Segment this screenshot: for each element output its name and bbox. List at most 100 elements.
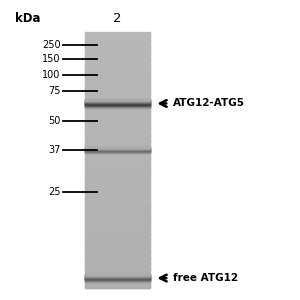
Bar — [85, 99, 150, 100]
Text: 2: 2 — [113, 13, 122, 26]
Bar — [85, 97, 150, 98]
Bar — [85, 215, 150, 217]
Bar — [85, 82, 150, 83]
Bar — [85, 87, 150, 88]
Bar — [85, 134, 150, 136]
Bar — [85, 203, 150, 204]
Bar — [85, 263, 150, 265]
Bar — [85, 257, 150, 259]
Text: 100: 100 — [42, 70, 61, 80]
Bar — [85, 67, 150, 68]
Bar — [85, 36, 150, 37]
Bar — [85, 174, 150, 175]
Bar — [85, 142, 150, 143]
Bar — [85, 80, 150, 81]
Bar — [85, 172, 150, 173]
Bar — [85, 84, 150, 85]
Text: 37: 37 — [48, 145, 61, 155]
Bar — [85, 213, 150, 214]
Bar — [85, 55, 150, 56]
Bar — [85, 272, 150, 273]
Bar — [85, 90, 150, 91]
Bar — [85, 162, 150, 163]
Bar — [85, 186, 150, 187]
Bar — [85, 150, 150, 151]
Bar — [85, 155, 150, 156]
Bar — [85, 87, 150, 88]
Bar — [85, 271, 150, 272]
Bar — [85, 101, 150, 102]
Bar — [85, 124, 150, 125]
Bar — [85, 277, 150, 278]
Bar — [85, 104, 150, 105]
Bar — [85, 136, 150, 137]
Bar — [85, 280, 150, 281]
Bar — [85, 177, 150, 178]
Bar — [85, 40, 150, 41]
Bar — [85, 220, 150, 221]
Bar — [85, 199, 150, 200]
Bar — [85, 260, 150, 261]
Bar — [85, 182, 150, 183]
Bar — [85, 149, 150, 150]
Bar — [85, 148, 150, 149]
Bar — [85, 41, 150, 43]
Bar — [85, 104, 150, 105]
Bar — [85, 50, 150, 51]
Bar — [85, 164, 150, 165]
Bar — [85, 166, 150, 167]
Bar — [85, 83, 150, 84]
Bar — [85, 96, 150, 97]
Bar — [85, 221, 150, 223]
Bar — [85, 40, 150, 42]
Bar — [85, 160, 150, 161]
Bar — [85, 147, 150, 148]
Bar — [85, 150, 150, 151]
Bar — [85, 184, 150, 185]
Bar — [85, 238, 150, 239]
Bar — [85, 281, 150, 282]
Bar — [85, 274, 150, 275]
Bar — [85, 106, 150, 107]
Bar — [85, 173, 150, 174]
Bar — [85, 278, 150, 279]
Bar — [85, 187, 150, 188]
Bar — [85, 270, 150, 271]
Bar — [85, 178, 150, 179]
Bar — [85, 119, 150, 120]
Bar — [85, 38, 150, 39]
Bar — [85, 219, 150, 220]
Bar — [85, 278, 150, 279]
Bar — [85, 131, 150, 132]
Bar — [85, 103, 150, 104]
Bar — [85, 227, 150, 229]
Bar — [85, 81, 150, 82]
Bar — [85, 228, 150, 230]
Bar — [85, 64, 150, 65]
Bar — [85, 274, 150, 275]
Bar — [85, 62, 150, 63]
Bar — [85, 277, 150, 278]
Bar — [85, 105, 150, 106]
Text: free ATG12: free ATG12 — [173, 273, 238, 283]
Bar — [85, 92, 150, 93]
Bar — [85, 235, 150, 236]
Bar — [85, 120, 150, 121]
Bar — [85, 250, 150, 251]
Bar — [85, 105, 150, 106]
Bar — [85, 152, 150, 153]
Text: 75: 75 — [48, 86, 61, 96]
Bar — [85, 102, 150, 103]
Bar — [85, 107, 150, 108]
Bar — [85, 75, 150, 76]
Bar — [85, 125, 150, 126]
Bar — [85, 146, 150, 148]
Bar — [85, 247, 150, 248]
Bar — [85, 100, 150, 101]
Bar — [85, 73, 150, 74]
Bar — [85, 143, 150, 144]
Bar — [85, 137, 150, 138]
Bar — [85, 200, 150, 201]
Bar — [85, 284, 150, 285]
Bar — [85, 149, 150, 150]
